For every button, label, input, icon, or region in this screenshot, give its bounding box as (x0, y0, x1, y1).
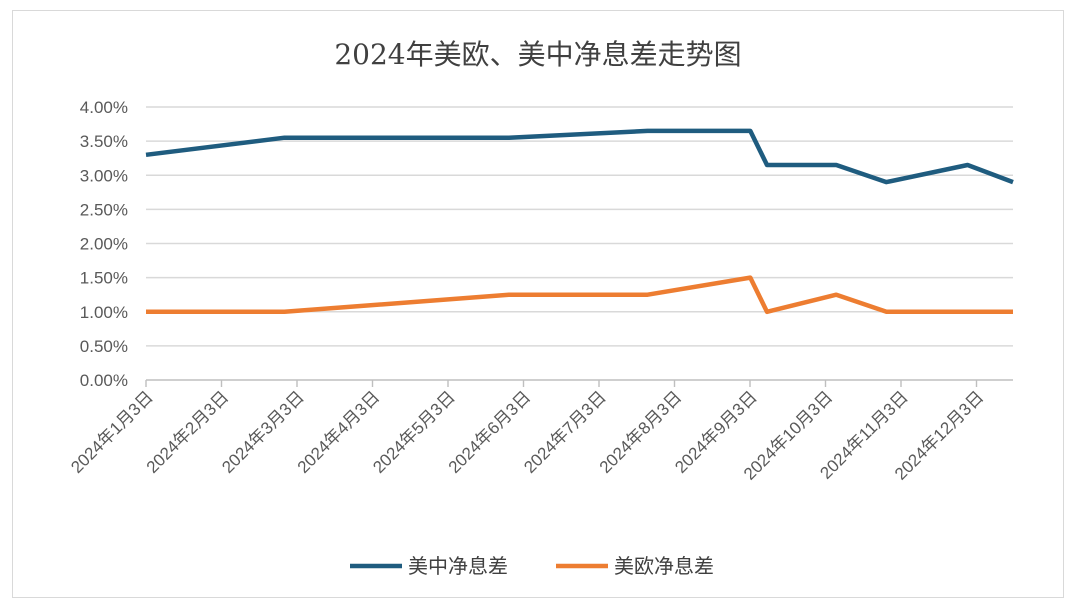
y-tick-labels: 0.00% 0.50% 1.00% 1.50% 2.00% 2.50% 3.00% 3.50%… (80, 98, 128, 390)
y-tick-label: 3.50% (80, 132, 128, 151)
y-tick-label: 0.00% (80, 371, 128, 390)
chart-title: 2024年美欧、美中净息差走势图 (334, 38, 741, 71)
legend-item-1: 美欧净息差 (556, 554, 714, 578)
legend: 美中净息差 美欧净息差 (350, 554, 714, 578)
y-tick-label: 2.50% (80, 200, 128, 219)
series-line-1 (146, 275, 1013, 315)
legend-item-0: 美中净息差 (350, 554, 508, 578)
series-layer (145, 128, 1014, 315)
y-tick-label: 4.00% (80, 98, 128, 117)
y-tick-label: 3.00% (80, 166, 128, 185)
legend-label: 美中净息差 (408, 554, 508, 578)
series-line-0 (145, 128, 1014, 185)
y-tick-label: 1.00% (80, 303, 128, 322)
y-tick-label: 2.00% (80, 235, 128, 254)
chart-frame (12, 10, 1064, 598)
grid-layer (145, 106, 1013, 387)
legend-label: 美欧净息差 (614, 554, 714, 578)
y-tick-label: 1.50% (80, 269, 128, 288)
x-tick-labels: 2024年1月3日2024年2月3日2024年3月3日2024年4月3日2024… (67, 387, 987, 483)
y-tick-label: 0.50% (80, 337, 128, 356)
